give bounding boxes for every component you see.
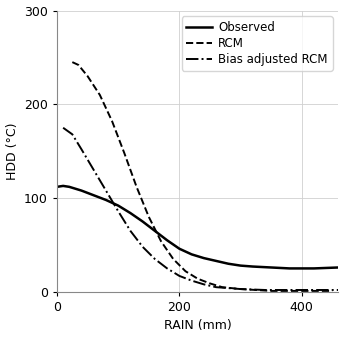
Bias adjusted RCM [226,286,230,290]
Observed [190,252,194,257]
RCM [269,289,273,293]
Observed [79,189,84,193]
Y-axis label: HDD (°C): HDD (°C) [6,122,19,180]
RCM [135,185,139,189]
Observed [214,259,218,263]
RCM [98,93,102,97]
RCM [220,285,224,289]
Observed [312,266,316,270]
RCM [86,74,90,78]
Bias adjusted RCM [70,132,74,136]
RCM [300,289,304,293]
Bias adjusted RCM [61,126,65,130]
Observed [92,193,96,197]
RCM [122,151,126,155]
Bias adjusted RCM [190,279,194,283]
Observed [251,265,255,269]
Bias adjusted RCM [177,274,181,278]
Bias adjusted RCM [288,288,292,292]
Bias adjusted RCM [141,245,145,249]
RCM [147,215,151,219]
Observed [336,265,341,269]
RCM [238,287,243,291]
Observed [238,264,243,268]
RCM [196,277,200,281]
Observed [73,187,77,191]
Observed [141,219,145,223]
Bias adjusted RCM [238,287,243,291]
Line: Observed: Observed [57,186,338,268]
RCM [330,289,334,293]
RCM [110,119,114,123]
Observed [165,238,169,242]
Bias adjusted RCM [202,282,206,286]
Observed [116,203,120,208]
RCM [76,63,80,67]
Bias adjusted RCM [128,229,132,233]
Bias adjusted RCM [104,189,108,193]
Observed [55,185,59,189]
Observed [288,266,292,270]
Observed [202,256,206,260]
Bias adjusted RCM [263,288,267,292]
Legend: Observed, RCM, Bias adjusted RCM: Observed, RCM, Bias adjusted RCM [182,17,333,71]
Line: Bias adjusted RCM: Bias adjusted RCM [63,128,338,290]
Bias adjusted RCM [92,168,96,172]
Bias adjusted RCM [214,285,218,289]
Observed [269,265,273,269]
Observed [177,247,181,251]
RCM [159,239,163,243]
Observed [67,185,71,189]
Bias adjusted RCM [116,209,120,213]
Bias adjusted RCM [312,288,316,292]
RCM [183,269,187,273]
Bias adjusted RCM [79,147,84,151]
Observed [128,211,132,215]
Observed [153,229,157,233]
X-axis label: RAIN (mm): RAIN (mm) [164,319,232,333]
RCM [208,282,212,286]
Bias adjusted RCM [165,266,169,270]
RCM [171,257,175,261]
Line: RCM: RCM [72,62,332,291]
RCM [70,60,74,64]
Observed [104,198,108,202]
Bias adjusted RCM [336,288,341,292]
Observed [61,184,65,188]
Observed [226,262,230,266]
Bias adjusted RCM [153,257,157,261]
